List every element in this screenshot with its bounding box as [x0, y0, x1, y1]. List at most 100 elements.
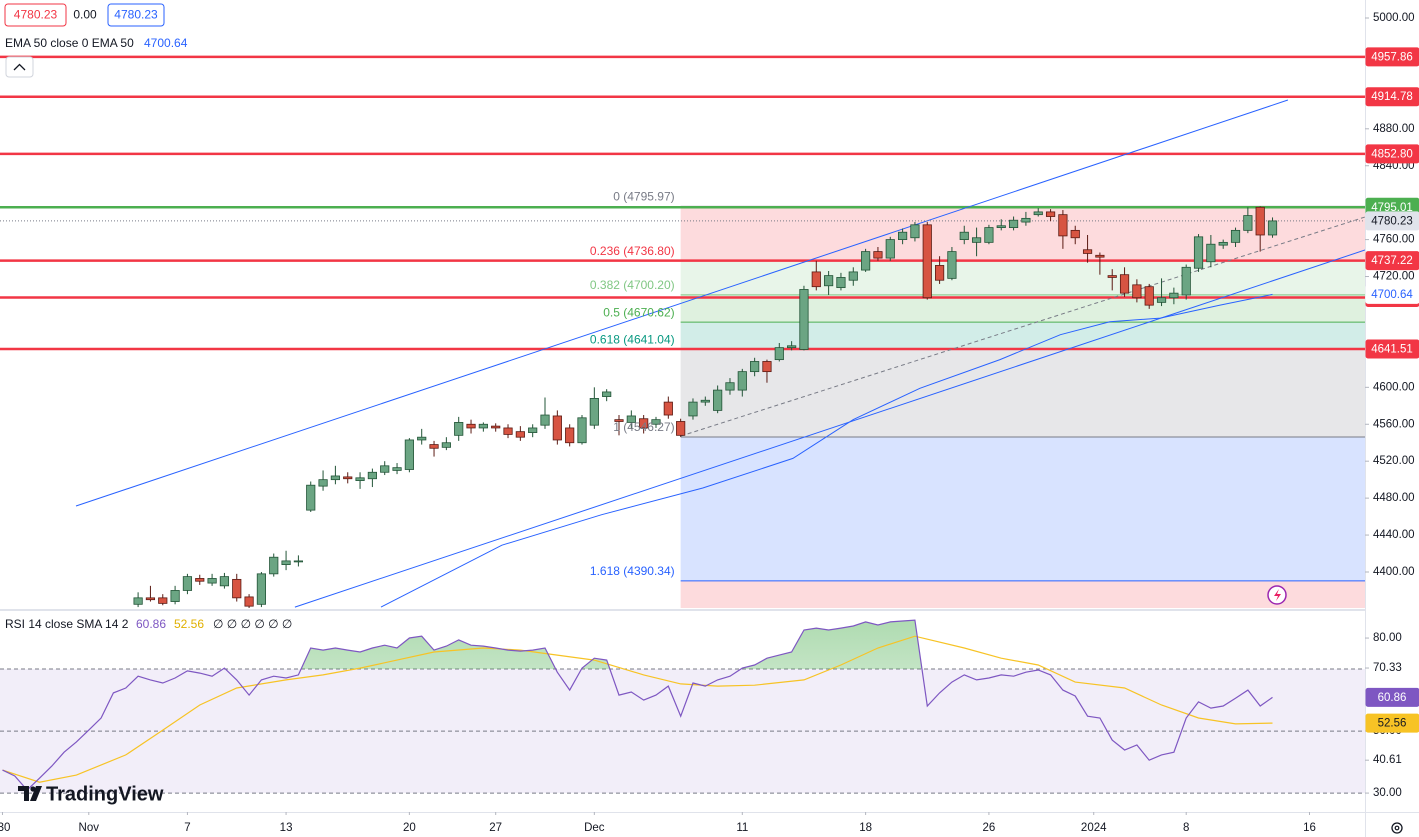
candle-body: [663, 401, 673, 416]
candle-body: [478, 423, 488, 429]
candle-body: [799, 289, 809, 350]
buy-price: 4780.23: [114, 8, 158, 22]
price-pane: 0 (4795.97) 0.236 (4736.80) 0.382 (4700.20…: [0, 55, 1365, 608]
candle-body: [552, 415, 562, 441]
fib-label: 1.618 (4390.34): [590, 564, 675, 578]
candle-body: [1230, 229, 1241, 243]
candle-body: [232, 578, 242, 599]
candle-body: [910, 224, 920, 239]
y-tick-label: 4760.00: [1373, 234, 1415, 246]
fib-label: 0 (4795.97): [613, 190, 674, 204]
collapse-icon: [13, 63, 26, 71]
y-tick-label: 4480.00: [1373, 492, 1415, 504]
price-tag: 4914.78: [1371, 91, 1413, 103]
rsi-pane: [0, 619, 1365, 794]
x-tick-label: 8: [1183, 822, 1189, 834]
fib-zone: [680, 261, 1365, 295]
ema-legend-title: EMA 50 close 0 EMA 50: [5, 36, 134, 50]
price-tag-bg: [1365, 339, 1419, 359]
candle-body: [367, 471, 377, 480]
price-tag-bg: [1365, 687, 1419, 707]
candle-body: [688, 401, 698, 417]
x-tick-label: 13: [280, 822, 293, 834]
fib-label: 0.618 (4641.04): [590, 333, 675, 347]
logo: [18, 786, 42, 801]
x-tick-label: 2024: [1081, 822, 1107, 834]
ema-legend-value: 4700.64: [144, 36, 188, 50]
rsi-legend-value: 60.86: [136, 617, 166, 631]
candle-body: [355, 477, 365, 481]
candle-body: [725, 382, 735, 391]
candle-body: [145, 597, 156, 601]
candle-body: [700, 399, 710, 403]
price-tag: 60.86: [1378, 692, 1407, 704]
price-tag-bg: [1365, 211, 1419, 231]
fib-zone: [680, 349, 1365, 437]
rsi-y-tick-label: 80.00: [1373, 632, 1402, 644]
candle-body: [1193, 236, 1204, 269]
fib-label: 0.382 (4700.20): [590, 278, 675, 292]
price-tag: 4852.80: [1371, 148, 1413, 160]
candle-body: [885, 239, 895, 259]
candle-body: [1008, 219, 1019, 228]
candle-body: [454, 422, 464, 436]
candle-body: [244, 596, 254, 607]
x-tick-label: 27: [489, 822, 502, 834]
candle-body: [219, 576, 230, 587]
rsi-sma-legend-value: 52.56: [174, 617, 204, 631]
trend-line: [680, 216, 1365, 437]
candle-body: [1070, 229, 1080, 239]
candle-body: [996, 225, 1006, 228]
buy-box[interactable]: [107, 3, 165, 27]
candle-body: [380, 465, 390, 473]
x-tick-label: 20: [403, 822, 416, 834]
candle-body: [1107, 275, 1117, 278]
candle-body: [676, 421, 686, 436]
collapse-button[interactable]: [5, 56, 34, 78]
candle-body: [133, 597, 143, 605]
rsi-legend-extras: ∅ ∅ ∅ ∅ ∅ ∅: [213, 617, 292, 631]
price-tag: 4957.86: [1371, 51, 1413, 63]
candle-body: [1058, 214, 1068, 237]
candle-body: [1021, 217, 1031, 223]
x-tick-label: 18: [859, 822, 872, 834]
price-tag-bg: [1365, 251, 1419, 271]
candle-body: [1243, 215, 1253, 231]
candle-body: [417, 436, 427, 441]
spread: 0.00: [73, 8, 97, 22]
fib-zone: [680, 294, 1365, 323]
candle-body: [824, 275, 834, 287]
x-tick-label: 26: [983, 822, 996, 834]
candle-body: [491, 425, 501, 429]
ema-line: [380, 293, 1273, 608]
candle-body: [713, 389, 723, 411]
candle-body: [318, 479, 328, 487]
candle-body: [861, 251, 871, 271]
fib-zone: [680, 436, 1365, 581]
candle-body: [1045, 211, 1056, 217]
fib-label: 0.5 (4670.62): [603, 305, 674, 319]
candle-body: [577, 417, 587, 444]
price-tag: 4641.51: [1371, 344, 1413, 356]
candle-body: [1119, 274, 1130, 294]
candle-body: [515, 431, 525, 438]
candle-body: [1255, 206, 1265, 236]
settings-icon[interactable]: [1391, 822, 1403, 834]
sell-box[interactable]: [4, 3, 67, 27]
alert-icon[interactable]: [1267, 585, 1287, 605]
y-tick-label: 4520.00: [1373, 455, 1415, 467]
candle-body: [984, 227, 994, 243]
rsi-sma-line: [2, 635, 1273, 783]
rsi-legend-title: RSI 14 close SMA 14 2: [5, 617, 129, 631]
candle-body: [170, 590, 180, 602]
price-tag: 4737.22: [1371, 255, 1413, 267]
candle-body: [565, 427, 575, 444]
candle-body: [503, 427, 513, 435]
y-tick-label: 4560.00: [1373, 418, 1415, 430]
candle-body: [971, 237, 982, 243]
candle-body: [626, 415, 636, 423]
candle-body: [1206, 243, 1216, 263]
candle-body: [787, 345, 797, 349]
y-tick-label: 4880.00: [1373, 123, 1415, 135]
